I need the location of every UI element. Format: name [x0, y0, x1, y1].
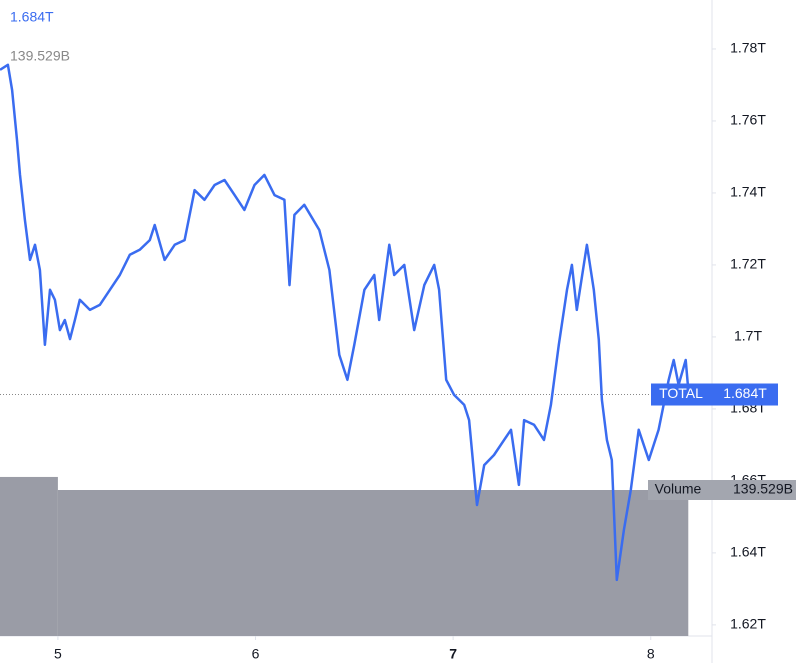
x-tick-label: 8: [647, 646, 655, 662]
price-label: 1.684T: [723, 385, 767, 401]
y-tick-label: 1.62T: [730, 616, 766, 632]
x-tick-label: 6: [252, 646, 260, 662]
price-label-box: [712, 383, 778, 406]
volume-label-box: [648, 479, 796, 500]
volume-name: Volume: [655, 481, 702, 497]
y-tick-label: 1.64T: [730, 544, 766, 560]
series-label-box: [651, 383, 712, 406]
y-tick-label: 1.76T: [730, 112, 766, 128]
x-tick-label: 7: [449, 646, 457, 662]
y-tick-label: 1.72T: [730, 256, 766, 272]
x-tick-label: 5: [54, 646, 62, 662]
y-tick-label: 1.7T: [734, 328, 762, 344]
y-tick-label: 1.78T: [730, 40, 766, 56]
price-line: [0, 63, 690, 582]
legend-price: 1.684T: [10, 9, 54, 25]
volume-bar: [0, 476, 58, 636]
y-tick-label: 1.74T: [730, 184, 766, 200]
legend-volume: 139.529B: [10, 48, 70, 64]
volume-label: 139.529B: [733, 481, 793, 497]
series-name: TOTAL: [659, 385, 703, 401]
volume-bar: [57, 489, 689, 636]
